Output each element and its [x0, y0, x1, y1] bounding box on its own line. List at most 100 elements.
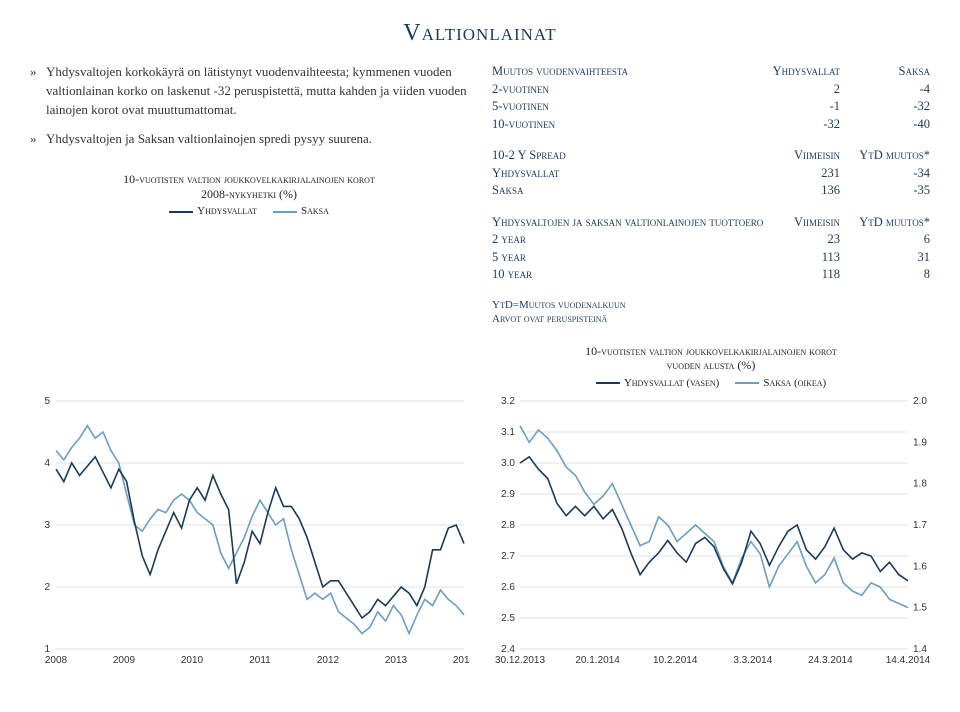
bullet-marker: »: [30, 63, 46, 120]
table-header: Yhdysvaltojen ja saksan valtionlainojen …: [492, 214, 930, 232]
td-c2: -40: [840, 116, 930, 134]
svg-text:2.0: 2.0: [913, 397, 927, 407]
left-column: »Yhdysvaltojen korkokäyrä on lätistynyt …: [30, 63, 468, 393]
td-label: 5-vuotinen: [492, 98, 770, 116]
th-c1: Viimeisin: [770, 214, 840, 232]
table-row: Saksa136-35: [492, 182, 930, 200]
legend-label: Saksa: [301, 205, 329, 217]
legend-item: Saksa (oikea): [735, 377, 826, 389]
th-c2: YtD muutos*: [840, 214, 930, 232]
td-c1: -32: [770, 116, 840, 134]
th-label: 10-2 Y Spread: [492, 147, 770, 165]
svg-text:2.9: 2.9: [501, 489, 515, 500]
td-c2: -35: [840, 182, 930, 200]
svg-text:5: 5: [44, 397, 50, 407]
svg-text:20.1.2014: 20.1.2014: [575, 655, 620, 666]
table-3: Yhdysvaltojen ja saksan valtionlainojen …: [492, 214, 930, 284]
svg-text:10.2.2014: 10.2.2014: [653, 655, 698, 666]
table-row: 2-vuotinen2-4: [492, 81, 930, 99]
svg-text:1.7: 1.7: [913, 520, 927, 531]
legend-swatch: [596, 382, 620, 384]
chart1-title: 10-vuotisten valtion joukkovelkakirjalai…: [30, 172, 468, 201]
td-c1: -1: [770, 98, 840, 116]
svg-text:2011: 2011: [249, 655, 271, 666]
th-c2: Saksa: [840, 63, 930, 81]
svg-text:1.5: 1.5: [913, 603, 927, 614]
chart2-legend: Yhdysvallat (vasen) Saksa (oikea): [492, 377, 930, 389]
table-2: 10-2 Y SpreadViimeisinYtD muutos*Yhdysva…: [492, 147, 930, 200]
svg-text:2009: 2009: [113, 655, 136, 666]
legend-item: Saksa: [273, 205, 329, 217]
svg-text:3.2: 3.2: [501, 397, 515, 407]
chart2-svg: 2.4 2.5 2.6 2.7 2.8 2.9 3.0 3.1 3.2 1.4 1.5 1.6 1.7 1…: [494, 397, 934, 667]
legend-label: Yhdysvallat: [197, 205, 257, 217]
bullet-list: »Yhdysvaltojen korkokäyrä on lätistynyt …: [30, 63, 468, 148]
table-1: Muutos vuodenvaihteestaYhdysvallatSaksa2…: [492, 63, 930, 133]
td-c1: 23: [770, 231, 840, 249]
svg-text:1.6: 1.6: [913, 561, 927, 572]
legend-item: Yhdysvallat: [169, 205, 257, 217]
bullet-marker: »: [30, 130, 46, 149]
svg-text:30.12.2013: 30.12.2013: [495, 655, 545, 666]
svg-text:2010: 2010: [181, 655, 204, 666]
table-row: 10-vuotinen-32-40: [492, 116, 930, 134]
td-c1: 113: [770, 249, 840, 267]
svg-text:1.8: 1.8: [913, 479, 927, 490]
td-c2: -4: [840, 81, 930, 99]
td-label: 10 year: [492, 266, 770, 284]
td-label: 5 year: [492, 249, 770, 267]
table-row: Yhdysvallat231-34: [492, 165, 930, 183]
svg-text:3.0: 3.0: [501, 458, 515, 469]
svg-text:2: 2: [44, 582, 50, 593]
svg-text:2.8: 2.8: [501, 520, 515, 531]
bullet-item: »Yhdysvaltojen korkokäyrä on lätistynyt …: [30, 63, 468, 120]
svg-text:2008: 2008: [45, 655, 68, 666]
svg-text:2.7: 2.7: [501, 551, 515, 562]
table-row: 10 year1188: [492, 266, 930, 284]
legend-item: Yhdysvallat (vasen): [596, 377, 720, 389]
bullet-text: Yhdysvaltojen korkokäyrä on lätistynyt v…: [46, 63, 468, 120]
svg-text:1.9: 1.9: [913, 437, 927, 448]
td-c2: -32: [840, 98, 930, 116]
th-label: Muutos vuodenvaihteesta: [492, 63, 770, 81]
svg-text:2.6: 2.6: [501, 582, 515, 593]
td-c1: 2: [770, 81, 840, 99]
legend-swatch: [273, 211, 297, 213]
legend-swatch: [169, 211, 193, 213]
svg-text:2.5: 2.5: [501, 613, 515, 624]
svg-text:2012: 2012: [317, 655, 340, 666]
td-c2: 6: [840, 231, 930, 249]
svg-text:24.3.2014: 24.3.2014: [808, 655, 853, 666]
td-c1: 118: [770, 266, 840, 284]
td-c2: 8: [840, 266, 930, 284]
th-label: Yhdysvaltojen ja saksan valtionlainojen …: [492, 214, 770, 232]
th-c2: YtD muutos*: [840, 147, 930, 165]
svg-text:14.4.2014: 14.4.2014: [886, 655, 931, 666]
th-c1: Viimeisin: [770, 147, 840, 165]
td-c2: 31: [840, 249, 930, 267]
table-note-2: Arvot ovat peruspisteinä: [492, 312, 930, 326]
legend-label: Saksa (oikea): [763, 377, 826, 389]
svg-text:3.1: 3.1: [501, 427, 515, 438]
th-c1: Yhdysvallat: [770, 63, 840, 81]
bullet-text: Yhdysvaltojen ja Saksan valtionlainojen …: [46, 130, 372, 149]
td-c1: 136: [770, 182, 840, 200]
td-label: Saksa: [492, 182, 770, 200]
legend-label: Yhdysvallat (vasen): [624, 377, 720, 389]
svg-text:2.4: 2.4: [501, 644, 515, 655]
chart2-area: 2.4 2.5 2.6 2.7 2.8 2.9 3.0 3.1 3.2 1.4 1.5 1.6 1.7 1…: [494, 397, 934, 667]
td-c2: -34: [840, 165, 930, 183]
svg-text:2013: 2013: [385, 655, 408, 666]
td-label: 2 year: [492, 231, 770, 249]
svg-text:1: 1: [44, 644, 50, 655]
chart1-legend: Yhdysvallat Saksa: [30, 205, 468, 217]
svg-text:1.4: 1.4: [913, 644, 927, 655]
legend-swatch: [735, 382, 759, 384]
chart1-area: 123452008200920102011201220132014: [30, 397, 470, 667]
table-row: 5 year11331: [492, 249, 930, 267]
td-label: 10-vuotinen: [492, 116, 770, 134]
td-label: 2-vuotinen: [492, 81, 770, 99]
table-row: 2 year236: [492, 231, 930, 249]
chart2-title: 10-vuotisten valtion joukkovelkakirjalai…: [492, 344, 930, 373]
chart1-svg: 123452008200920102011201220132014: [30, 397, 470, 667]
